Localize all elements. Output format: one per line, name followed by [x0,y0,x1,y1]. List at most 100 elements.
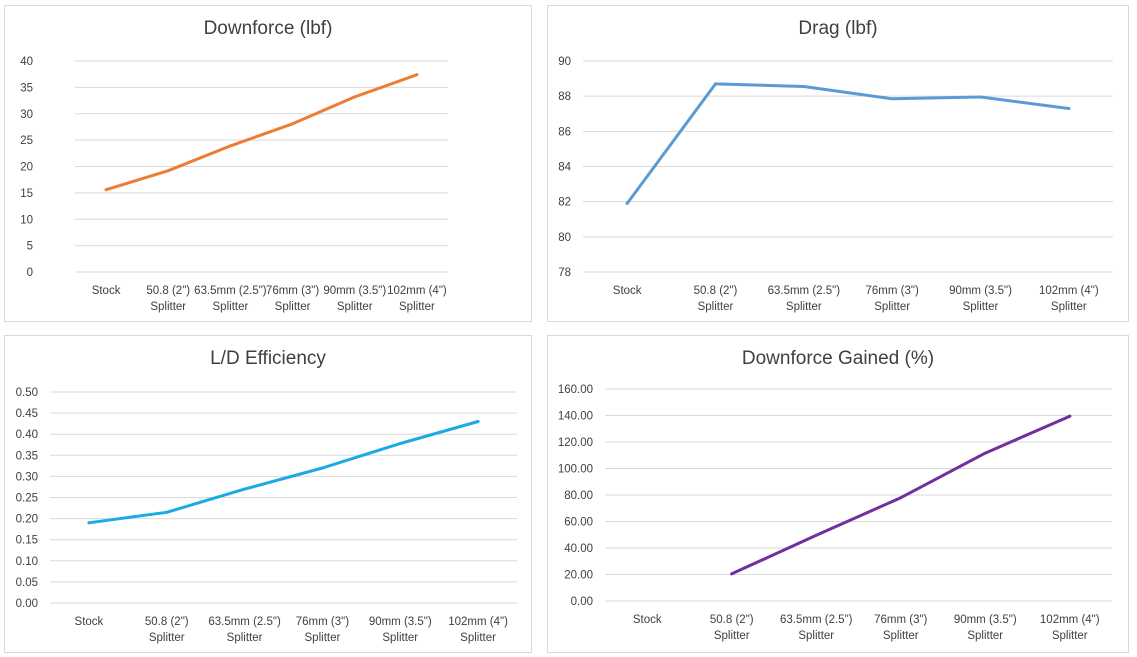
x-tick-label-line: 50.8 (2") [694,285,738,297]
y-tick-label: 120.00 [558,437,593,449]
x-tick-label-line: 90mm (3.5") [323,285,386,297]
y-tick-label: 0.25 [16,493,38,505]
x-tick-label: 102mm (4") Splitter [1039,285,1099,313]
x-tick-label-line: Splitter [1052,630,1088,642]
x-tick-label: Stock [613,285,642,297]
y-tick-label: 0.00 [571,596,593,608]
data-point [398,441,402,445]
y-tick-label: 0.35 [16,450,38,462]
y-tick-label: 88 [558,91,571,103]
x-tick-label-line: Splitter [399,301,435,313]
x-tick-label-line: Splitter [275,301,311,313]
data-point [1068,414,1072,418]
y-tick-label: 10 [20,214,33,226]
x-tick-label: 63.5mm (2.5") Splitter [768,285,841,313]
x-tick-label-line: 90mm (3.5") [369,616,432,628]
x-tick-label-line: Stock [75,616,104,628]
x-tick-label-line: 102mm (4") [1039,285,1099,297]
x-tick-label-line: 102mm (4") [1040,614,1100,626]
y-tick-label: 0.30 [16,471,38,483]
y-tick-label: 40.00 [564,543,593,555]
x-tick-label: 63.5mm (2.5") Splitter [780,614,853,642]
y-tick-label: 60.00 [564,517,593,529]
x-tick-label-line: 102mm (4") [448,616,508,628]
y-tick-label: 0.40 [16,429,38,441]
x-tick-label: 90mm (3.5") Splitter [323,285,386,313]
y-tick-label: 35 [20,82,33,94]
x-tick-label: 102mm (4") Splitter [1040,614,1100,642]
x-tick-label-line: Splitter [786,301,822,313]
y-tick-label: 5 [27,241,33,253]
x-tick-label: 50.8 (2") Splitter [694,285,738,313]
y-tick-label: 15 [20,188,33,200]
x-tick-label-line: Splitter [967,630,1003,642]
x-tick-label-line: 76mm (3") [296,616,349,628]
data-point [165,510,169,514]
data-point [104,188,108,192]
x-tick-label-line: 76mm (3") [866,285,919,297]
x-tick-label-line: 102mm (4") [387,285,447,297]
data-point [228,144,232,148]
chart-plot: 0.00 20.00 40.00 60.00 80.00 100.00 120.00 140.… [558,384,1112,642]
data-point [983,451,987,455]
chart-panel-ld-efficiency: L/D Efficiency 0.00 0.05 0.10 0.15 0.20 0.25 0… [4,335,532,653]
y-tick-label: 140.00 [558,411,593,423]
x-tick-label: Stock [92,285,121,297]
x-tick-label-line: 50.8 (2") [710,614,754,626]
x-tick-label: 63.5mm (2.5") Splitter [194,285,267,313]
data-point [166,169,170,173]
x-tick-label-line: Stock [92,285,121,297]
series-line [87,420,480,525]
x-tick-label-line: Stock [633,614,662,626]
chart-plot: 0.00 0.05 0.10 0.15 0.20 0.25 0.30 0.35 0.40 0.45… [16,387,517,644]
x-tick-label-line: Stock [613,285,642,297]
data-point [714,82,717,86]
y-tick-label: 20.00 [564,570,593,582]
x-tick-label-line: Splitter [798,630,834,642]
y-tick-label: 0.50 [16,387,38,399]
chart-title: Downforce Gained (%) [741,348,935,369]
series-line [625,82,1071,205]
data-point [291,122,295,126]
x-tick-label-line: 76mm (3") [266,285,319,297]
x-tick-label: 102mm (4") Splitter [448,616,508,644]
x-tick-label-line: 90mm (3.5") [954,614,1017,626]
chart-panel-drag: Drag (lbf) 78 80 82 84 86 88 90 Stock 50.8 (2") S… [547,5,1129,322]
series-line [104,73,419,192]
data-point [890,97,894,101]
x-tick-label: 50.8 (2") Splitter [146,285,190,313]
x-tick-label-line: Splitter [698,301,734,313]
chart-title: L/D Efficiency [210,348,326,369]
x-tick-label-line: Splitter [150,301,186,313]
data-point [353,95,357,99]
y-tick-label: 0.00 [16,598,38,610]
x-tick-label: 50.8 (2") Splitter [710,614,754,642]
x-tick-label-line: 50.8 (2") [145,616,189,628]
x-tick-label: Stock [633,614,662,626]
x-tick-label-line: Splitter [963,301,999,313]
data-point [625,201,629,205]
x-tick-label-line: 63.5mm (2.5") [208,616,281,628]
data-point [730,572,734,576]
data-point [320,466,324,470]
data-point [979,95,982,99]
x-tick-label-line: Splitter [337,301,373,313]
x-tick-label: 76mm (3") Splitter [874,614,927,642]
data-point [415,73,419,77]
y-tick-label: 0.10 [16,556,38,568]
y-tick-label: 40 [20,56,33,68]
y-tick-label: 160.00 [558,384,593,396]
x-tick-label-line: 76mm (3") [874,614,927,626]
y-tick-label: 30 [20,109,33,121]
y-tick-label: 90 [558,56,571,68]
chart-title: Downforce (lbf) [203,18,333,39]
x-tick-label: 76mm (3") Splitter [296,616,349,644]
data-point [802,84,806,88]
data-point [87,521,91,525]
x-tick-label: Stock [75,616,104,628]
x-tick-label-line: Splitter [227,632,263,644]
x-tick-label-line: Splitter [305,632,341,644]
data-point [476,420,480,424]
y-tick-label: 82 [558,197,571,209]
